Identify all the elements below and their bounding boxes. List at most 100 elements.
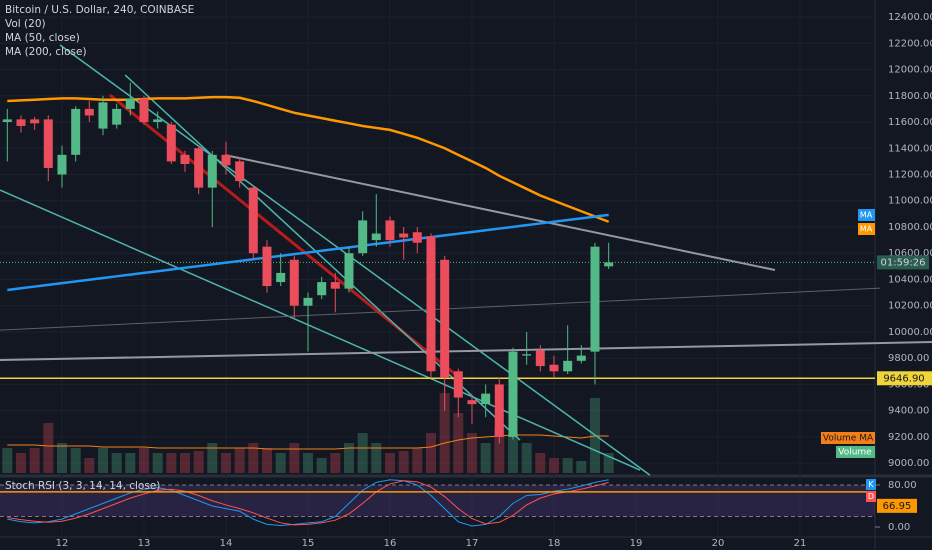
candle-body xyxy=(153,119,163,123)
volume-bar xyxy=(70,448,81,473)
rsi-current-label: 66.95 xyxy=(883,501,912,512)
ma-tag xyxy=(858,209,875,221)
candle-body xyxy=(166,124,176,162)
level-label: 9646.90 xyxy=(883,373,924,384)
volume-bar xyxy=(289,443,300,473)
candle-body xyxy=(221,154,231,166)
x-tick-label: 12 xyxy=(56,538,69,549)
candle-body xyxy=(57,154,67,175)
x-tick-label: 17 xyxy=(466,538,479,549)
trendline xyxy=(224,154,776,272)
y-tick-label: 11400.00 xyxy=(888,143,932,154)
volume-bar xyxy=(207,443,218,473)
candle-body xyxy=(440,259,450,378)
volume-bar xyxy=(412,448,423,473)
volume-bar xyxy=(576,461,587,473)
volume-bar xyxy=(494,428,505,473)
volume-ma-line xyxy=(7,434,609,450)
y-tick-label: 11200.00 xyxy=(888,170,932,181)
volume-ma-tag-label: Volume MA xyxy=(823,434,874,444)
rsi-title: Stoch RSI (3, 3, 14, 14, close) xyxy=(5,480,160,492)
y-tick-label: 12000.00 xyxy=(888,65,932,76)
level-tag xyxy=(877,371,932,386)
volume-bar xyxy=(111,453,122,473)
candle-body xyxy=(248,187,258,254)
x-tick-label: 18 xyxy=(548,538,561,549)
rsi-tag-label: K xyxy=(868,480,874,489)
x-tick-label: 14 xyxy=(220,538,233,549)
candle-body xyxy=(385,220,395,241)
candle-body xyxy=(180,154,190,165)
ma-tag-label: MA xyxy=(860,211,873,220)
volume-bar xyxy=(480,443,491,473)
candle-body xyxy=(590,246,600,352)
y-tick-label: 9200.00 xyxy=(888,432,929,443)
candle-body xyxy=(522,354,532,356)
volume-bar xyxy=(384,453,395,473)
rsi-tick-label: 80.00 xyxy=(888,480,917,491)
candle-body xyxy=(563,360,573,372)
candle-body xyxy=(16,119,26,126)
legend-item: Vol (20) xyxy=(5,18,46,30)
volume-bar xyxy=(248,443,259,473)
volume-bar xyxy=(439,393,450,473)
candle-body xyxy=(358,220,368,254)
candle-body xyxy=(289,259,299,306)
candle-body xyxy=(71,108,81,155)
candle-body xyxy=(84,108,94,116)
candle-body xyxy=(207,154,217,188)
y-tick-label: 10400.00 xyxy=(888,274,932,285)
candle-body xyxy=(481,393,491,405)
candle-body xyxy=(426,236,436,372)
x-tick-label: 16 xyxy=(384,538,397,549)
volume-bar xyxy=(84,458,95,473)
volume-bar xyxy=(97,448,108,473)
candle-body xyxy=(412,232,422,243)
trendline xyxy=(0,341,932,362)
legend-item: MA (50, close) xyxy=(5,32,80,44)
candle-body xyxy=(467,400,477,405)
candle-body xyxy=(2,119,12,123)
legend-item: MA (200, close) xyxy=(5,46,87,58)
volume-bar xyxy=(43,423,54,473)
y-tick-label: 11600.00 xyxy=(888,117,932,128)
volume-bar xyxy=(56,443,67,473)
volume-bar xyxy=(521,443,532,473)
y-tick-label: 12400.00 xyxy=(888,12,932,23)
candle-body xyxy=(262,246,272,287)
candle-body xyxy=(604,262,614,267)
x-tick-label: 13 xyxy=(138,538,151,549)
rsi-tick-label: 0.00 xyxy=(888,522,910,533)
volume-bar xyxy=(302,453,313,473)
candle-body xyxy=(303,297,313,306)
volume-bar xyxy=(179,453,190,473)
moving-average xyxy=(7,213,609,292)
candle-body xyxy=(344,253,354,289)
y-tick-label: 9000.00 xyxy=(888,458,929,469)
volume-bar xyxy=(193,451,204,473)
volume-bar xyxy=(548,458,559,473)
x-tick-label: 15 xyxy=(302,538,315,549)
volume-bar xyxy=(357,433,368,473)
rsi-tag-label: D xyxy=(868,492,874,501)
countdown-tag xyxy=(877,255,929,270)
volume-bar xyxy=(138,448,149,473)
y-tick-label: 12200.00 xyxy=(888,38,932,49)
candle-body xyxy=(30,119,40,124)
candle-body xyxy=(139,98,149,123)
volume-bar xyxy=(371,443,382,473)
volume-bar xyxy=(152,453,163,473)
candle-body xyxy=(125,98,135,109)
candle-body xyxy=(43,119,53,168)
volume-bar xyxy=(330,453,341,473)
candle-body xyxy=(371,233,381,241)
ma-tag-label: MA xyxy=(860,225,873,234)
candle-body xyxy=(494,384,504,437)
candle-body xyxy=(194,148,204,188)
volume-bar xyxy=(275,453,286,473)
countdown: 01:59:26 xyxy=(881,257,926,268)
volume-bar xyxy=(466,433,477,473)
volume-bar xyxy=(15,453,26,473)
y-tick-label: 11000.00 xyxy=(888,196,932,207)
